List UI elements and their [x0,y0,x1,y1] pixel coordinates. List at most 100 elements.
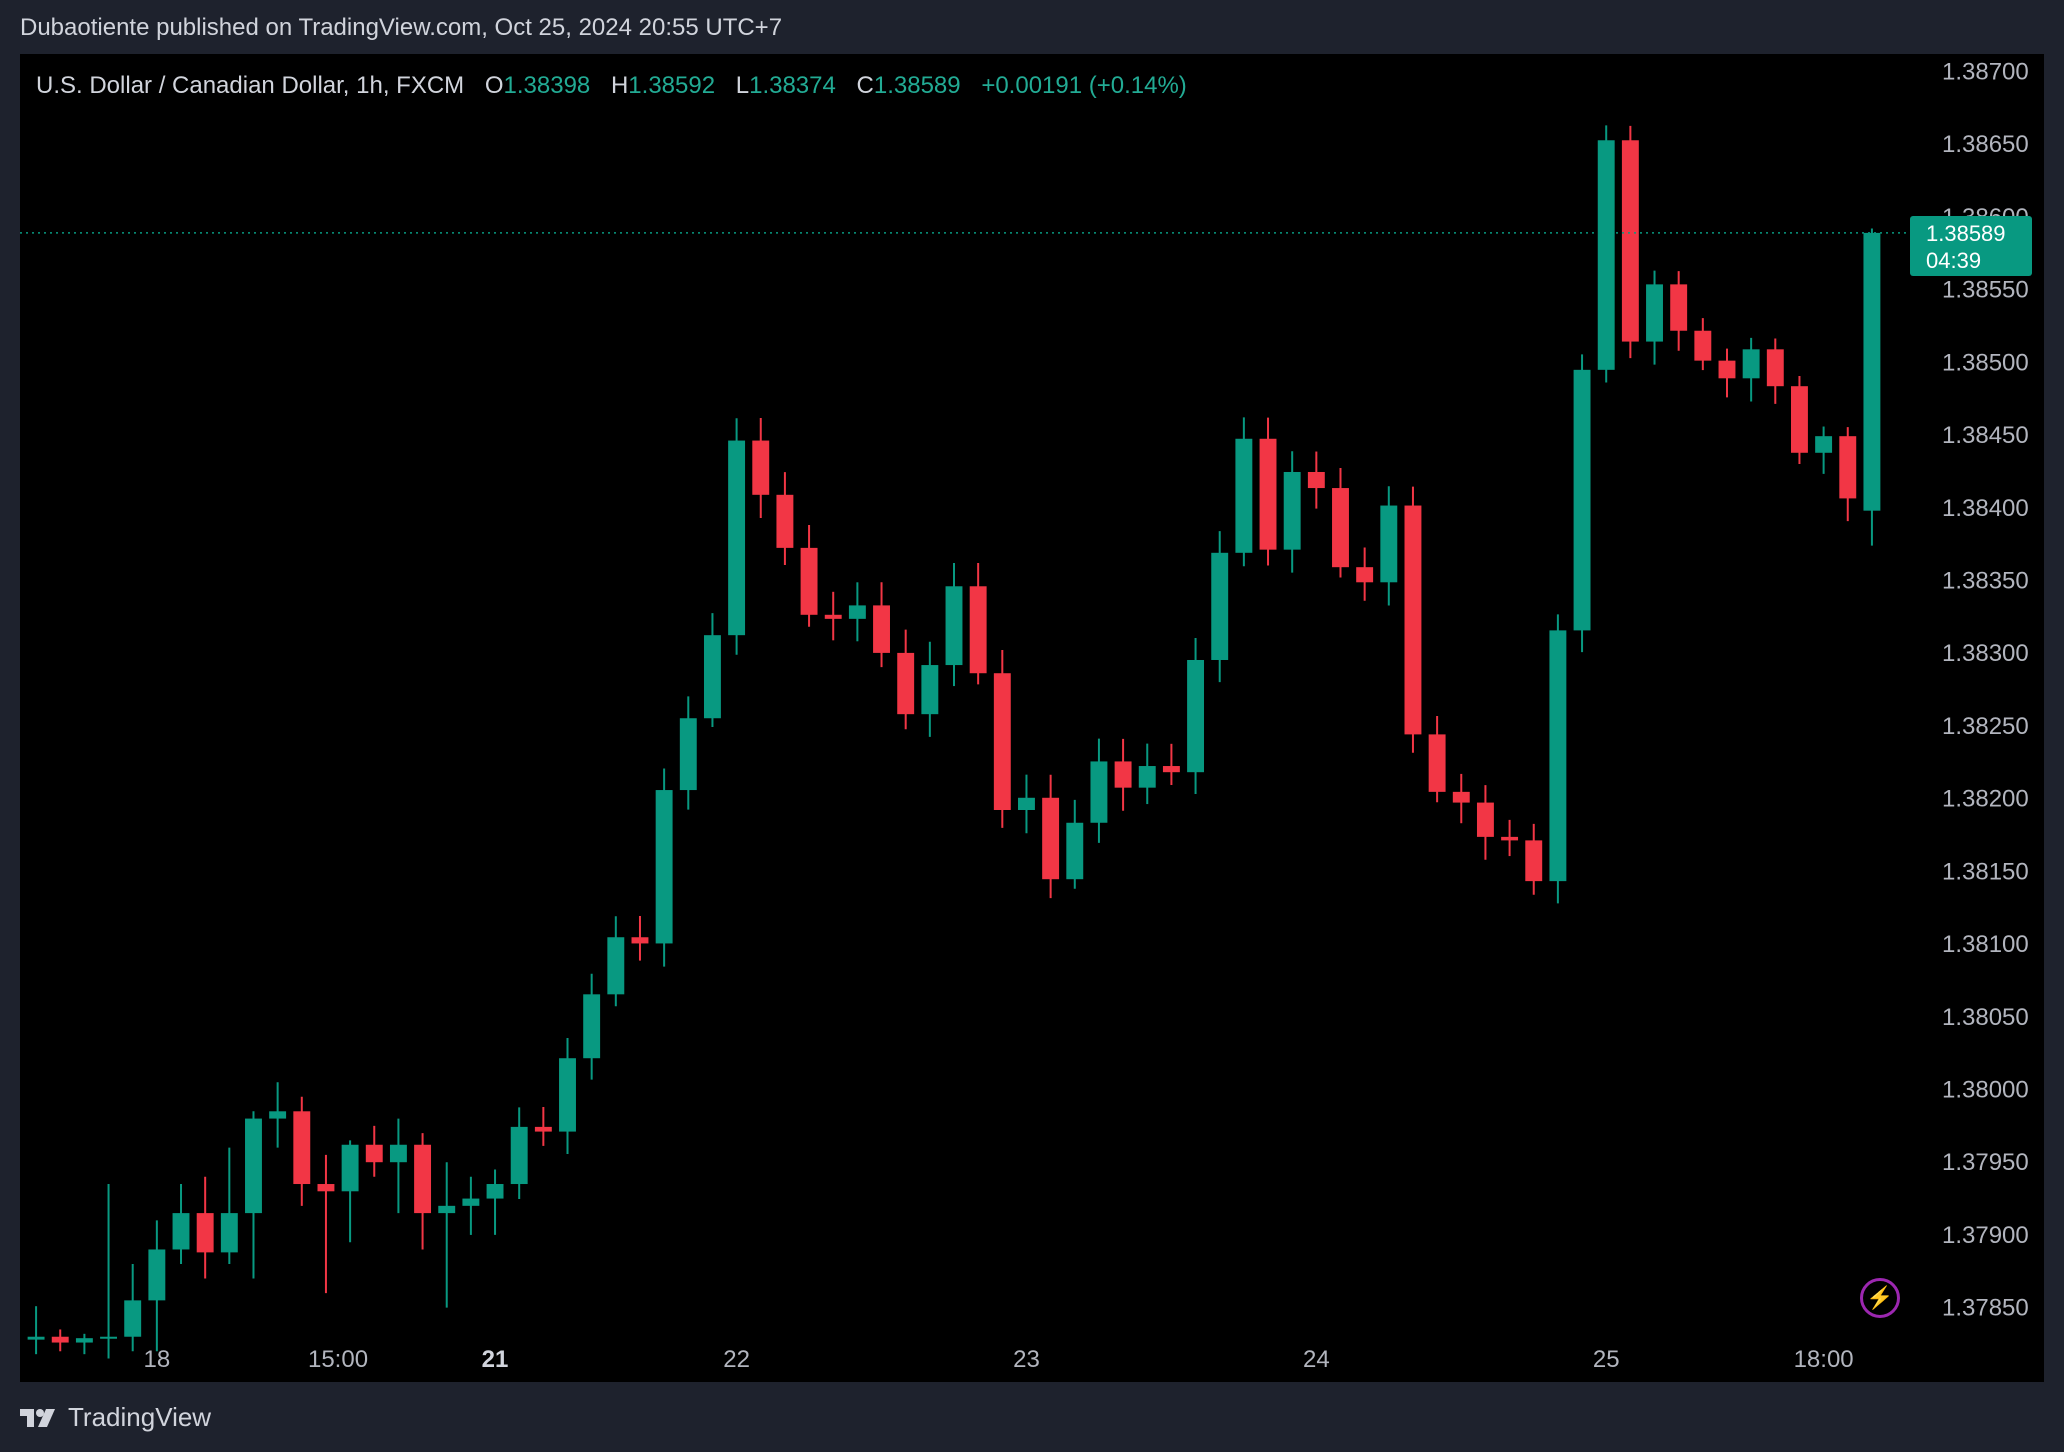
candle [848,582,866,642]
candle-body [921,665,939,715]
price-tick-label: 1.38450 [1942,422,2029,449]
candle-body [1694,330,1712,361]
candle-body [969,586,987,674]
time-tick-label: 24 [1303,1346,1330,1373]
price-tick-label: 1.38150 [1942,858,2029,885]
candle [1307,451,1325,509]
candle-body [945,586,963,666]
price-tick-label: 1.37900 [1942,1222,2029,1249]
candle [148,1220,166,1352]
chart-pane[interactable]: 1.387001.386501.386001.385501.385001.384… [20,54,2044,1382]
price-tick-label: 1.38650 [1942,131,2029,158]
ohlc-legend: U.S. Dollar / Canadian Dollar, 1h, FXCM … [36,72,1187,100]
candle-body [1791,386,1808,453]
price-tick-label: 1.38700 [1942,58,2029,85]
candle [800,525,818,627]
price-tick-label: 1.37950 [1942,1149,2029,1176]
candle-body [75,1338,93,1343]
candle-body [100,1336,117,1339]
candle-body [1863,232,1881,511]
candle [1235,417,1253,567]
candle [1066,799,1084,889]
candle [1670,271,1688,351]
price-tick-label: 1.38400 [1942,495,2029,522]
candle-body [486,1184,504,1199]
candle [1018,774,1035,834]
candle [703,613,721,728]
candle-body [1452,791,1470,803]
tradingview-logo-icon [20,1408,55,1427]
candle-body [462,1198,480,1206]
candle-body [873,605,890,653]
candle [993,650,1011,828]
brand-name: TradingView [68,1402,212,1432]
candle-body [1573,369,1591,631]
candle-body [269,1111,287,1119]
candle-body [1670,284,1688,331]
candle [1549,614,1567,904]
time-tick-label: 22 [723,1346,750,1373]
candle-body [1187,659,1205,773]
publication-caption: Dubaotiente published on TradingView.com… [20,14,783,41]
close-label: C [856,72,874,99]
candle [583,973,601,1080]
candle [969,563,987,685]
candle [679,696,697,810]
candle [1428,715,1446,803]
open-label: O [484,72,504,99]
candle-body [1307,471,1325,489]
candle-body [607,937,625,995]
candle [341,1140,359,1243]
candle [124,1264,142,1352]
time-tick-label: 15:00 [308,1346,368,1373]
symbol-label[interactable]: U.S. Dollar / Canadian Dollar, 1h, FXCM [36,72,465,99]
candle-body [27,1336,45,1340]
candle [100,1184,117,1359]
candle [1042,774,1060,899]
candle-body [776,494,794,548]
candle [1621,125,1639,359]
candle [1815,426,1833,474]
candle [269,1082,287,1148]
candle-body [510,1126,528,1185]
candle-body [848,605,866,619]
candle [510,1107,528,1200]
candle-body [728,440,746,636]
lightning-icon[interactable]: ⚡ [1860,1278,1900,1318]
candle [1525,823,1543,895]
candle [75,1333,93,1355]
candle-body [1646,284,1663,342]
candle [220,1147,238,1265]
candle [1476,785,1494,860]
candle-body [1018,797,1035,810]
candle-body [993,673,1011,810]
candle [486,1169,504,1235]
candle [559,1037,576,1155]
candle [752,418,770,518]
candle-body [1839,436,1857,499]
last-price-value: 1.38589 [1926,221,2006,246]
time-axis[interactable]: 18 15:00 21 22 23 24 25 18:00 [144,1346,1854,1373]
candle [293,1096,311,1206]
candle [414,1133,432,1250]
tradingview-logo[interactable]: TradingView [20,1402,211,1433]
candle-body [1380,505,1398,583]
price-tick-label: 1.38000 [1942,1076,2029,1103]
candle [1501,819,1519,857]
candle [728,418,746,655]
candle-body [1356,567,1374,583]
candle-body [1525,840,1543,882]
time-tick-label: 18 [144,1346,171,1373]
candle-body [1549,630,1567,882]
candle [51,1329,69,1352]
candles-layer [27,125,1881,1359]
candlestick-chart[interactable]: 1.387001.386501.386001.385501.385001.384… [20,54,2044,1382]
candle [1114,738,1132,811]
candle [438,1162,456,1308]
candle-body [196,1213,214,1253]
candle [1766,338,1784,404]
close-value: 1.38589 [873,72,961,99]
candle-body [341,1144,359,1192]
candle-body [124,1300,142,1337]
candle [1380,486,1398,606]
